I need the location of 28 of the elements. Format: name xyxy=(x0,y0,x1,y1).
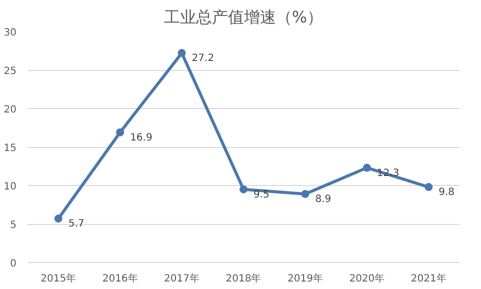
y-tick-label: 10 xyxy=(4,182,17,192)
x-tick-label: 2019年 xyxy=(287,272,323,284)
y-tick-label: 25 xyxy=(4,66,17,77)
x-tick-label: 2021年 xyxy=(410,272,446,284)
x-tick-label: 2020年 xyxy=(349,272,385,284)
point xyxy=(240,185,248,194)
x-tick-label: 2016年 xyxy=(102,272,138,284)
y-tick-label: 15 xyxy=(4,143,17,154)
point xyxy=(116,128,124,136)
data-label: 27.2 xyxy=(192,53,214,64)
data-label: 16.9 xyxy=(130,132,152,144)
point xyxy=(301,190,310,198)
x-tick-label: 2015年 xyxy=(40,272,76,284)
point xyxy=(424,183,433,192)
point xyxy=(362,164,371,172)
point xyxy=(178,49,186,58)
data-label: 8.9 xyxy=(315,194,332,205)
data-label: 9.8 xyxy=(438,187,455,198)
chart-title: 工业总产值增速（%） xyxy=(164,8,324,26)
y-tick-label: 0 xyxy=(10,258,17,270)
y-tick-label: 5 xyxy=(10,220,17,231)
data-label: 5.7 xyxy=(68,218,84,230)
data-label: 9.5 xyxy=(254,189,270,200)
point xyxy=(54,214,62,223)
y-tick-label: 30 xyxy=(4,28,17,38)
x-tick-label: 2018年 xyxy=(226,272,262,284)
x-tick-label: 2017年 xyxy=(164,272,200,284)
y-tick-label: 20 xyxy=(4,104,17,116)
